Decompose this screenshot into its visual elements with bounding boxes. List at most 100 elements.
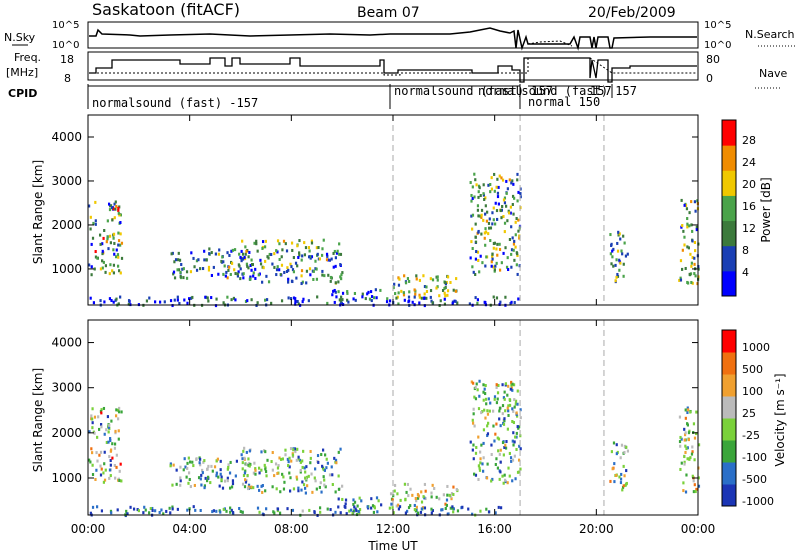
echo-cell <box>257 273 260 277</box>
colorbar-cell <box>722 396 736 419</box>
echo-cell <box>624 254 628 258</box>
echo-cell <box>373 506 376 510</box>
cpid-label: CPID <box>8 87 37 100</box>
echo-cell <box>446 293 449 297</box>
echo-cell <box>695 228 698 232</box>
echo-cell <box>175 468 178 472</box>
echo-cell <box>506 256 509 260</box>
echo-cell <box>241 257 245 261</box>
colorbar-tick-label: 1000 <box>742 341 770 354</box>
echo-cell <box>680 437 683 441</box>
echo-cell <box>252 486 255 490</box>
echo-cell <box>611 255 614 259</box>
echo-cell <box>112 236 115 240</box>
echo-cell <box>678 278 681 282</box>
echo-cell <box>411 493 414 497</box>
echo-cell <box>118 406 121 410</box>
echo-cell <box>217 272 220 276</box>
echo-cell <box>187 471 191 475</box>
echo-cell <box>477 464 481 468</box>
echo-cell <box>308 267 312 271</box>
echo-cell <box>331 293 334 297</box>
echo-cell <box>281 457 284 461</box>
echo-cell <box>239 277 242 281</box>
echo-cell <box>491 222 494 226</box>
echo-cell <box>431 483 434 487</box>
echo-cell <box>487 232 490 236</box>
echo-cell <box>230 249 233 253</box>
echo-cell <box>296 299 299 303</box>
echo-cell <box>298 251 301 255</box>
echo-cell <box>230 298 233 302</box>
echo-cell <box>119 462 122 466</box>
echo-cell <box>490 443 493 447</box>
echo-cell <box>497 449 500 453</box>
echo-cell <box>507 409 510 413</box>
echo-cell <box>294 302 297 306</box>
echo-cell <box>474 240 478 244</box>
echo-cell <box>409 487 412 491</box>
echo-cell <box>395 296 398 300</box>
echo-cell <box>625 482 628 486</box>
echo-cell <box>337 280 340 284</box>
echo-cell <box>619 261 622 265</box>
echo-cell <box>495 383 498 387</box>
x-tick-label: 00:00 <box>681 522 716 536</box>
echo-cell <box>419 510 423 514</box>
echo-cell <box>230 261 234 265</box>
echo-cell <box>326 301 329 305</box>
echo-cell <box>370 295 374 299</box>
nave-tick-top: 80 <box>706 53 720 66</box>
echo-cell <box>516 178 519 182</box>
echo-cell <box>103 450 106 454</box>
echo-cell <box>309 449 312 453</box>
echo-cell <box>192 256 195 260</box>
echo-cell <box>222 272 225 276</box>
echo-cell <box>680 225 683 229</box>
echo-cell <box>169 299 173 303</box>
echo-cell <box>503 201 507 205</box>
echo-cell <box>109 459 112 463</box>
echo-cell <box>514 402 517 406</box>
echo-cell <box>476 298 480 302</box>
date-title: 20/Feb/2009 <box>588 5 676 21</box>
echo-cell <box>476 204 480 208</box>
echo-cell <box>471 448 474 452</box>
echo-cell <box>687 408 690 412</box>
echo-cell <box>105 440 108 444</box>
echo-cell <box>695 410 698 414</box>
echo-cell <box>475 445 478 449</box>
nave-tick-bottom: 0 <box>706 72 713 85</box>
echo-cell <box>282 487 286 491</box>
echo-cell <box>396 492 399 496</box>
echo-cell <box>315 267 318 271</box>
echo-cell <box>274 462 278 466</box>
echo-cell <box>211 510 214 514</box>
echo-cell <box>287 296 290 300</box>
echo-cell <box>177 258 180 262</box>
echo-cell <box>339 447 342 451</box>
echo-cell <box>480 215 483 219</box>
echo-cell <box>690 264 693 268</box>
echo-cell <box>430 511 433 515</box>
echo-cell <box>477 435 480 439</box>
echo-cell <box>518 444 521 448</box>
echo-cell <box>507 404 510 408</box>
echo-cell <box>482 428 486 432</box>
echo-cell <box>322 475 325 479</box>
echo-cell <box>284 453 287 457</box>
echo-cell <box>255 242 258 246</box>
echo-cell <box>249 275 252 279</box>
echo-cell <box>278 242 281 246</box>
echo-cell <box>320 490 323 494</box>
echo-cell <box>683 462 686 466</box>
echo-cell <box>190 251 193 255</box>
echo-cell <box>513 405 516 409</box>
echo-cell <box>691 281 694 285</box>
echo-cell <box>333 300 336 304</box>
echo-cell <box>205 258 208 262</box>
echo-cell <box>681 224 684 228</box>
echo-cell <box>145 299 149 303</box>
echo-cell <box>481 462 484 466</box>
echo-cell <box>487 397 490 401</box>
